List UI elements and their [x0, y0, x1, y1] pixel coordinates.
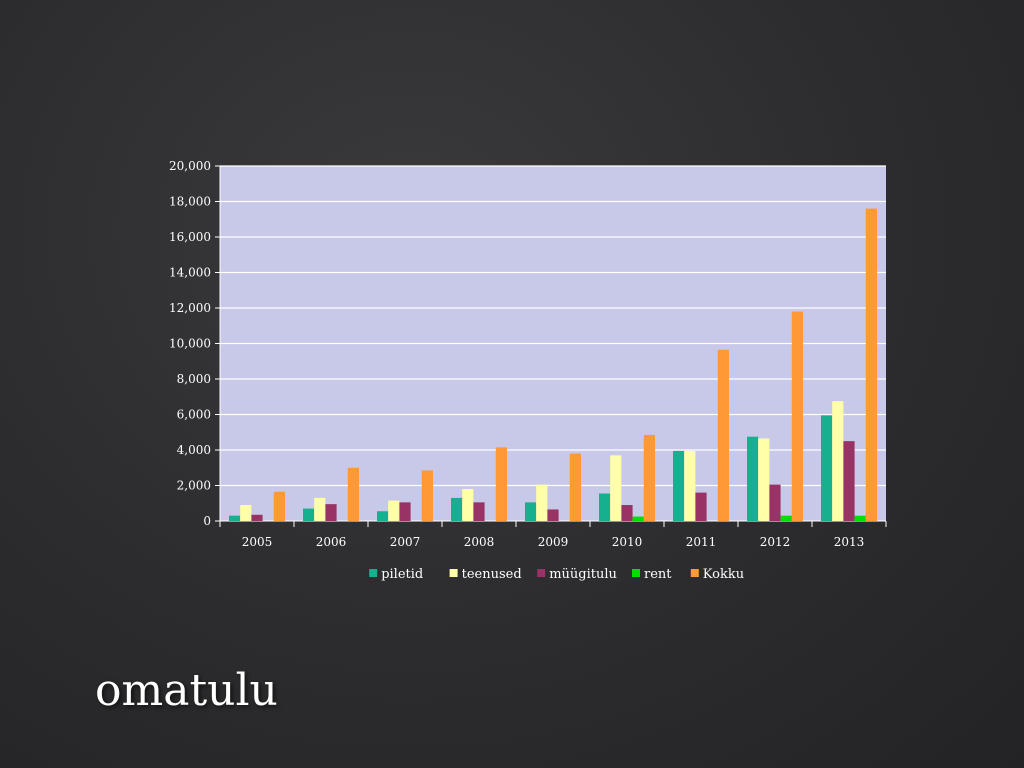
bar-teenused-2013 [832, 401, 844, 521]
x-tick-label: 2009 [538, 535, 569, 549]
bar-piletid-2010 [599, 493, 611, 521]
bar-rent-2012 [780, 515, 792, 521]
x-tick-label: 2011 [686, 535, 717, 549]
bar-teenused-2009 [536, 484, 548, 521]
x-tick-label: 2005 [242, 535, 273, 549]
legend-label-rent: rent [644, 567, 672, 582]
bar-kokku-2009 [569, 453, 581, 521]
bar-kokku-2012 [791, 311, 803, 521]
y-tick-label: 14,000 [169, 266, 211, 280]
legend-swatch-rent [632, 569, 640, 577]
bar-piletid-2012 [747, 436, 759, 521]
y-tick-label: 2,000 [177, 479, 211, 493]
y-tick-label: 18,000 [169, 195, 211, 209]
legend-label-kokku: Kokku [703, 567, 744, 582]
bar-teenused-2006 [314, 497, 326, 521]
y-tick-label: 20,000 [169, 159, 211, 173]
y-tick-label: 10,000 [169, 337, 211, 351]
x-tick-label: 2010 [612, 535, 643, 549]
bar-müügitulu-2010 [621, 505, 633, 521]
bar-rent-2010 [632, 516, 644, 521]
x-tick-label: 2007 [390, 535, 421, 549]
x-tick-label: 2013 [834, 535, 865, 549]
y-tick-label: 0 [203, 514, 211, 528]
bar-kokku-2010 [643, 434, 655, 521]
bar-teenused-2012 [758, 438, 770, 521]
bar-teenused-2010 [610, 455, 622, 521]
bar-piletid-2013 [821, 415, 833, 521]
bar-kokku-2013 [865, 208, 877, 521]
x-tick-label: 2012 [760, 535, 791, 549]
bar-kokku-2006 [347, 467, 359, 521]
bar-müügitulu-2008 [473, 502, 485, 521]
y-tick-label: 12,000 [169, 301, 211, 315]
bar-piletid-2005 [229, 515, 241, 521]
bar-piletid-2006 [303, 508, 315, 521]
y-tick-label: 16,000 [169, 230, 211, 244]
bar-piletid-2011 [673, 450, 685, 521]
bar-kokku-2007 [421, 470, 433, 521]
bar-kokku-2005 [273, 491, 285, 521]
legend-label-teenused: teenused [462, 567, 522, 582]
bar-teenused-2011 [684, 450, 696, 521]
bar-müügitulu-2009 [547, 509, 559, 521]
x-tick-label: 2006 [316, 535, 347, 549]
legend-swatch-müügitulu [537, 569, 546, 577]
bar-piletid-2007 [377, 511, 389, 521]
bar-piletid-2008 [451, 497, 463, 521]
bar-müügitulu-2013 [843, 441, 855, 521]
y-tick-label: 8,000 [177, 372, 211, 386]
legend-swatch-piletid [369, 569, 378, 577]
y-tick-label: 4,000 [177, 443, 211, 457]
legend-swatch-teenused [449, 569, 458, 577]
bar-rent-2013 [854, 515, 866, 521]
bar-müügitulu-2012 [769, 484, 781, 521]
legend-label-piletid: piletid [381, 567, 423, 582]
bar-teenused-2008 [462, 489, 474, 521]
y-tick-label: 6,000 [177, 408, 211, 422]
bar-müügitulu-2011 [695, 492, 707, 521]
bar-müügitulu-2007 [399, 502, 411, 521]
bar-müügitulu-2005 [251, 514, 263, 521]
slide-title: omatulu [95, 665, 278, 716]
x-tick-label: 2008 [464, 535, 495, 549]
bar-piletid-2009 [525, 502, 537, 521]
bar-teenused-2007 [388, 500, 400, 521]
bar-müügitulu-2006 [325, 504, 337, 521]
bar-kokku-2008 [495, 447, 507, 521]
legend-swatch-kokku [690, 569, 699, 577]
legend-label-müügitulu: müügitulu [549, 567, 617, 582]
bar-kokku-2011 [717, 349, 729, 521]
bar-teenused-2005 [240, 505, 252, 521]
